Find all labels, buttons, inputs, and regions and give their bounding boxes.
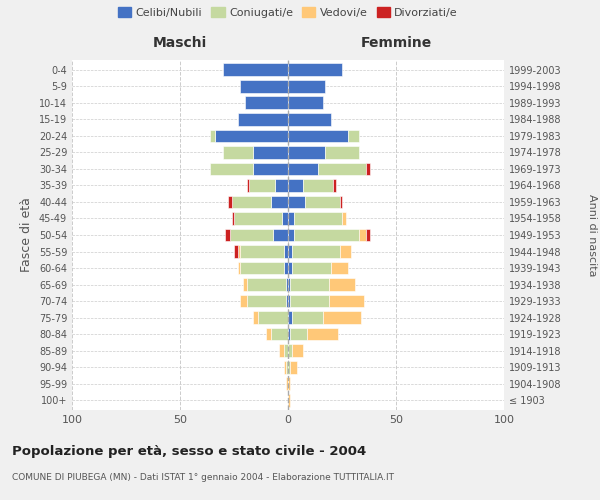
Bar: [234, 245, 238, 258]
Bar: [241, 262, 284, 274]
Bar: [329, 278, 355, 291]
Bar: [226, 228, 230, 241]
Legend: Celibi/Nubili, Coniugati/e, Vedovi/e, Divorziati/e: Celibi/Nubili, Coniugati/e, Vedovi/e, Di…: [113, 2, 463, 22]
Bar: [331, 262, 349, 274]
Bar: [241, 80, 288, 93]
Bar: [232, 196, 271, 208]
Bar: [284, 262, 288, 274]
Bar: [290, 278, 329, 291]
Bar: [340, 196, 342, 208]
Bar: [349, 130, 359, 142]
Bar: [292, 262, 331, 274]
Bar: [241, 294, 247, 308]
Bar: [288, 64, 342, 76]
Bar: [230, 228, 273, 241]
Bar: [288, 394, 290, 406]
Bar: [288, 162, 318, 175]
Bar: [266, 328, 271, 340]
Bar: [215, 130, 288, 142]
Bar: [234, 212, 281, 225]
Bar: [245, 96, 288, 110]
Bar: [273, 228, 288, 241]
Bar: [288, 212, 295, 225]
Bar: [288, 311, 292, 324]
Text: Anni di nascita: Anni di nascita: [587, 194, 597, 276]
Bar: [275, 179, 288, 192]
Bar: [238, 113, 288, 126]
Bar: [247, 179, 249, 192]
Bar: [210, 130, 215, 142]
Bar: [253, 146, 288, 159]
Bar: [223, 146, 253, 159]
Y-axis label: Fasce di età: Fasce di età: [20, 198, 33, 272]
Bar: [286, 294, 288, 308]
Bar: [223, 64, 288, 76]
Bar: [288, 245, 292, 258]
Bar: [318, 162, 366, 175]
Bar: [280, 344, 284, 357]
Bar: [329, 294, 364, 308]
Bar: [288, 377, 290, 390]
Bar: [295, 228, 359, 241]
Bar: [288, 278, 290, 291]
Bar: [366, 228, 370, 241]
Bar: [227, 196, 232, 208]
Text: Femmine: Femmine: [361, 36, 431, 50]
Bar: [303, 179, 334, 192]
Bar: [288, 328, 290, 340]
Bar: [238, 245, 241, 258]
Bar: [286, 278, 288, 291]
Bar: [288, 294, 290, 308]
Bar: [323, 311, 361, 324]
Bar: [288, 80, 325, 93]
Bar: [288, 196, 305, 208]
Bar: [292, 245, 340, 258]
Bar: [253, 162, 288, 175]
Bar: [281, 212, 288, 225]
Bar: [284, 360, 286, 374]
Bar: [359, 228, 366, 241]
Bar: [288, 228, 295, 241]
Bar: [242, 278, 247, 291]
Bar: [238, 262, 241, 274]
Bar: [210, 162, 253, 175]
Bar: [295, 212, 342, 225]
Text: Popolazione per età, sesso e stato civile - 2004: Popolazione per età, sesso e stato civil…: [12, 445, 366, 458]
Bar: [290, 294, 329, 308]
Bar: [288, 96, 323, 110]
Bar: [325, 146, 359, 159]
Bar: [232, 212, 234, 225]
Bar: [288, 360, 290, 374]
Bar: [284, 245, 288, 258]
Bar: [258, 311, 288, 324]
Bar: [286, 377, 288, 390]
Bar: [286, 360, 288, 374]
Bar: [271, 196, 288, 208]
Bar: [334, 179, 335, 192]
Bar: [284, 344, 288, 357]
Bar: [288, 113, 331, 126]
Bar: [292, 344, 303, 357]
Bar: [290, 328, 307, 340]
Bar: [307, 328, 338, 340]
Bar: [241, 245, 284, 258]
Bar: [288, 146, 325, 159]
Bar: [288, 262, 292, 274]
Bar: [247, 278, 286, 291]
Bar: [288, 344, 292, 357]
Bar: [288, 179, 303, 192]
Bar: [292, 311, 323, 324]
Bar: [342, 212, 346, 225]
Bar: [340, 245, 350, 258]
Text: Maschi: Maschi: [153, 36, 207, 50]
Bar: [305, 196, 340, 208]
Bar: [290, 360, 296, 374]
Bar: [271, 328, 288, 340]
Bar: [253, 311, 258, 324]
Bar: [249, 179, 275, 192]
Bar: [366, 162, 370, 175]
Text: COMUNE DI PIUBEGA (MN) - Dati ISTAT 1° gennaio 2004 - Elaborazione TUTTITALIA.IT: COMUNE DI PIUBEGA (MN) - Dati ISTAT 1° g…: [12, 472, 394, 482]
Bar: [288, 130, 349, 142]
Bar: [247, 294, 286, 308]
